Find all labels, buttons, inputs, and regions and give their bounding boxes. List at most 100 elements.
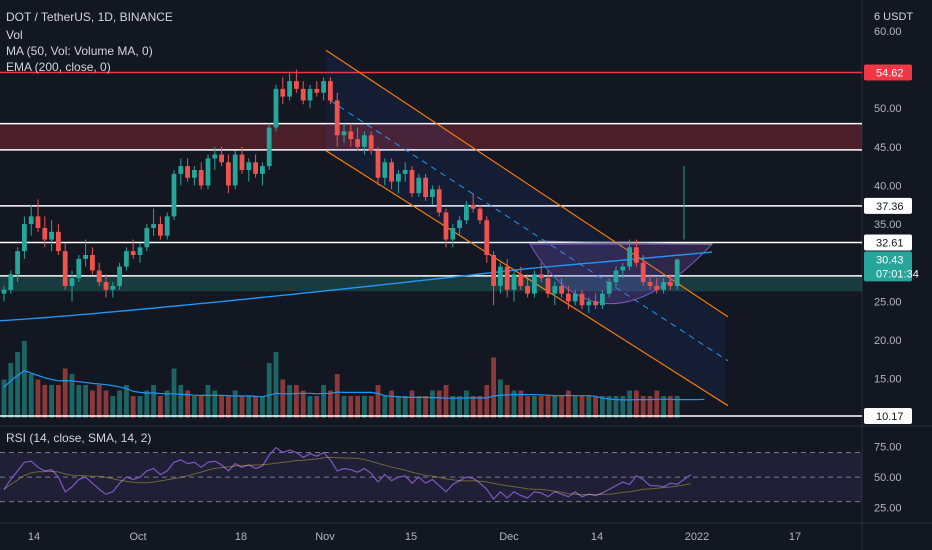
volume-bar (232, 390, 238, 418)
rsi-tick-label: 50.00 (874, 472, 902, 484)
candle-body (321, 81, 326, 93)
volume-bar (314, 396, 320, 418)
candle-body (137, 247, 143, 255)
volume-bar (498, 379, 503, 418)
rsi-band-fill (0, 452, 862, 502)
volume-bar (321, 385, 326, 418)
volume-bar (538, 396, 544, 418)
volume-bar (15, 352, 20, 418)
volume-bar (348, 396, 354, 418)
candle-body (654, 285, 660, 290)
ema-indicator-label: EMA (200, close, 0) (6, 60, 111, 74)
price-tick-label: 60.00 (874, 26, 902, 38)
candle-body (606, 282, 612, 294)
candle-body (253, 162, 258, 174)
resistance-price-label: 54.62 (876, 67, 904, 79)
candle-body (368, 135, 374, 151)
volume-bar (198, 396, 204, 418)
volume-bar (532, 396, 537, 418)
volume-bar (504, 385, 510, 418)
candle-body (273, 88, 279, 128)
candle-body (151, 224, 156, 228)
drawings (0, 49, 862, 417)
volume-bar (28, 374, 34, 418)
time-tick-label: 15 (405, 531, 417, 543)
volume-bar (90, 390, 95, 418)
candle-body (423, 177, 428, 198)
candle-body (348, 131, 354, 140)
candle-body (572, 293, 578, 302)
volume-bars (1, 341, 705, 418)
candle-body (164, 216, 170, 236)
volume-bar (287, 385, 292, 418)
candle-body (117, 266, 122, 286)
volume-bar (280, 379, 286, 418)
volume-bar (600, 396, 605, 418)
price-tick-label: 50.00 (874, 103, 902, 115)
volume-bar (375, 385, 381, 418)
candle-body (300, 88, 306, 101)
candle-body (103, 282, 109, 290)
volume-bar (35, 379, 41, 418)
candle-body (634, 247, 639, 263)
candle-body (402, 170, 408, 174)
candle-body (436, 189, 442, 213)
candles (1, 69, 685, 313)
candle-body (518, 274, 524, 286)
candle-body (96, 270, 102, 283)
volume-bar (239, 396, 245, 418)
candle-body (409, 170, 415, 194)
volume-bar (273, 352, 279, 418)
candle-body (375, 150, 381, 178)
level-1-price-label-box (864, 197, 912, 214)
candle-body (396, 173, 401, 182)
candle-body (294, 81, 299, 89)
candle-body (647, 282, 653, 286)
price-tick-label: 15.00 (874, 374, 902, 386)
candle-body (62, 251, 68, 286)
volume-bar (640, 396, 646, 418)
candle-body (559, 285, 564, 294)
candle-body (545, 278, 551, 294)
volume-bar (124, 385, 129, 418)
price-tick-label: 35.00 (874, 219, 902, 231)
rsi-tick-label: 75.00 (874, 441, 902, 453)
candle-body (627, 247, 632, 267)
volume-bar (402, 396, 408, 418)
candle-body (15, 251, 20, 275)
volume-bar (212, 390, 218, 418)
volume-bar (634, 390, 639, 418)
volume-bar (627, 390, 632, 418)
volume-bar (613, 396, 619, 418)
price-tick-label: 40.00 (874, 180, 902, 192)
time-tick-label: 17 (789, 531, 801, 543)
candle-body (260, 166, 265, 174)
candle-body (22, 224, 27, 252)
volume-bar (42, 385, 48, 418)
volume-bar (56, 385, 61, 418)
volume-bar (409, 390, 415, 418)
volume-bar (477, 396, 483, 418)
candle-body (239, 154, 245, 170)
candle-body (56, 231, 61, 252)
candle-body (280, 88, 286, 97)
candle-body (538, 274, 544, 279)
candle-body (307, 88, 313, 101)
zone-1 (0, 275, 862, 292)
candle-body (566, 293, 571, 302)
currency-label[interactable]: 6 USDT (874, 11, 913, 23)
candle-body (192, 170, 197, 178)
volume-bar (110, 396, 116, 418)
volume-bar (586, 396, 592, 418)
candle-body (76, 258, 82, 279)
volume-bar (341, 396, 347, 418)
volume-bar (185, 390, 190, 418)
candle-body (464, 204, 469, 221)
ema-200-line (0, 251, 713, 322)
volume-bar (62, 368, 68, 418)
volume-bar (464, 390, 469, 418)
volume-bar (545, 396, 551, 418)
volume-bar (1, 379, 7, 418)
volume-bar (525, 396, 530, 418)
